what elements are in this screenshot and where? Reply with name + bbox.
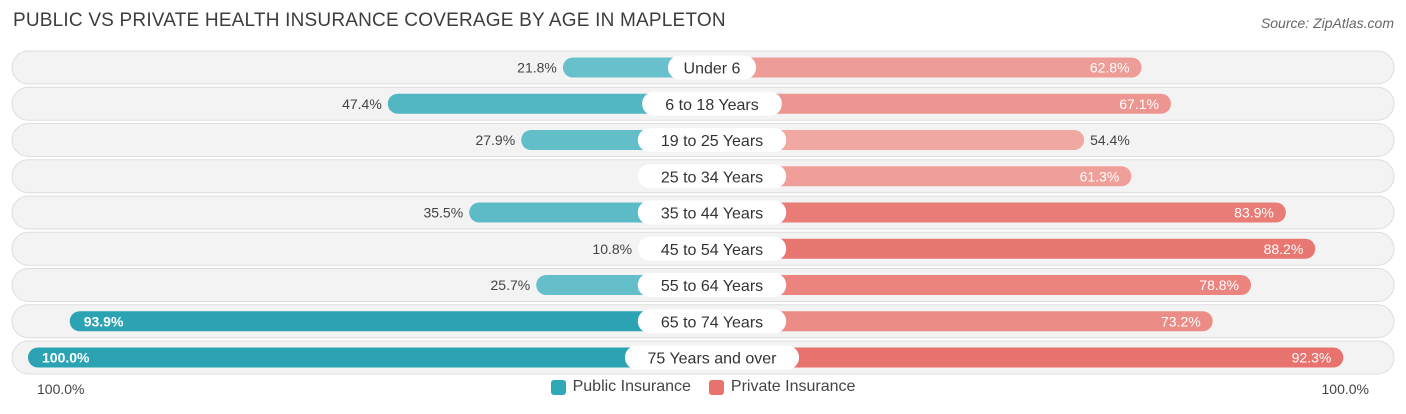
private-value-label: 73.2% xyxy=(1161,313,1201,329)
legend-swatch-public xyxy=(550,379,566,395)
chart-canvas: 21.8% 62.8% Under 6 47.4% 67.1% 6 to 18 Years… xyxy=(11,50,1395,375)
category-pill xyxy=(624,345,800,370)
private-bar xyxy=(712,311,1213,332)
legend-label-public: Public Insurance xyxy=(572,378,691,395)
private-value-label: 83.9% xyxy=(1234,205,1274,221)
category-label: Under 6 xyxy=(684,61,741,78)
category-label: 19 to 25 Years xyxy=(661,133,763,150)
category-label: 25 to 34 Years xyxy=(661,169,763,186)
source-note: Source: ZipAtlas.com xyxy=(1260,15,1394,31)
public-value-label: 100.0% xyxy=(42,350,90,366)
category-pill xyxy=(637,309,787,334)
axis-right-label: 100.0% xyxy=(1321,381,1369,397)
private-bar xyxy=(712,93,1171,114)
private-value-label: 88.2% xyxy=(1264,241,1304,257)
axis-left-label: 100.0% xyxy=(37,381,85,397)
private-bar xyxy=(712,275,1251,295)
legend-swatch-private xyxy=(708,379,724,395)
public-value-label: 35.5% xyxy=(423,205,463,221)
category-pill xyxy=(642,91,782,116)
private-bar xyxy=(712,202,1286,223)
category-pill xyxy=(637,128,787,152)
category-label: 55 to 64 Years xyxy=(661,278,763,295)
private-bar xyxy=(712,166,1132,187)
public-value-label: 25.7% xyxy=(491,277,531,293)
private-value-label: 61.3% xyxy=(1080,168,1120,184)
public-value-label: 21.8% xyxy=(517,60,557,76)
public-value-label: 93.9% xyxy=(84,313,124,329)
private-bar xyxy=(712,130,1085,150)
category-pill xyxy=(637,273,787,297)
private-value-label: 54.4% xyxy=(1090,132,1130,148)
private-value-label: 62.8% xyxy=(1090,60,1130,76)
public-value-label: 10.8% xyxy=(592,241,632,257)
private-value-label: 92.3% xyxy=(1292,350,1332,366)
category-label: 45 to 54 Years xyxy=(661,242,763,259)
public-value-label: 47.4% xyxy=(342,96,382,112)
legend-item-private: Private Insurance xyxy=(708,378,856,396)
category-pill xyxy=(637,164,787,189)
category-pill xyxy=(637,200,787,225)
private-value-label: 78.8% xyxy=(1199,277,1239,293)
legend-label-private: Private Insurance xyxy=(730,378,856,395)
public-bar xyxy=(69,311,712,332)
public-value-label: 27.9% xyxy=(475,132,515,148)
legend-item-public: Public Insurance xyxy=(550,378,691,396)
private-bar xyxy=(712,57,1142,78)
public-bar xyxy=(387,93,712,114)
category-pill xyxy=(667,55,757,80)
public-bar xyxy=(28,347,712,368)
category-label: 75 Years and over xyxy=(648,351,778,368)
category-pill xyxy=(637,236,787,261)
chart-title: PUBLIC VS PRIVATE HEALTH INSURANCE COVER… xyxy=(13,10,726,31)
category-label: 6 to 18 Years xyxy=(665,97,758,114)
category-label: 65 to 74 Years xyxy=(661,314,763,331)
private-value-label: 67.1% xyxy=(1119,96,1159,112)
private-bar xyxy=(712,238,1316,259)
legend: Public Insurance Private Insurance xyxy=(0,378,1406,396)
category-label: 35 to 44 Years xyxy=(661,206,763,223)
private-bar xyxy=(712,347,1344,368)
